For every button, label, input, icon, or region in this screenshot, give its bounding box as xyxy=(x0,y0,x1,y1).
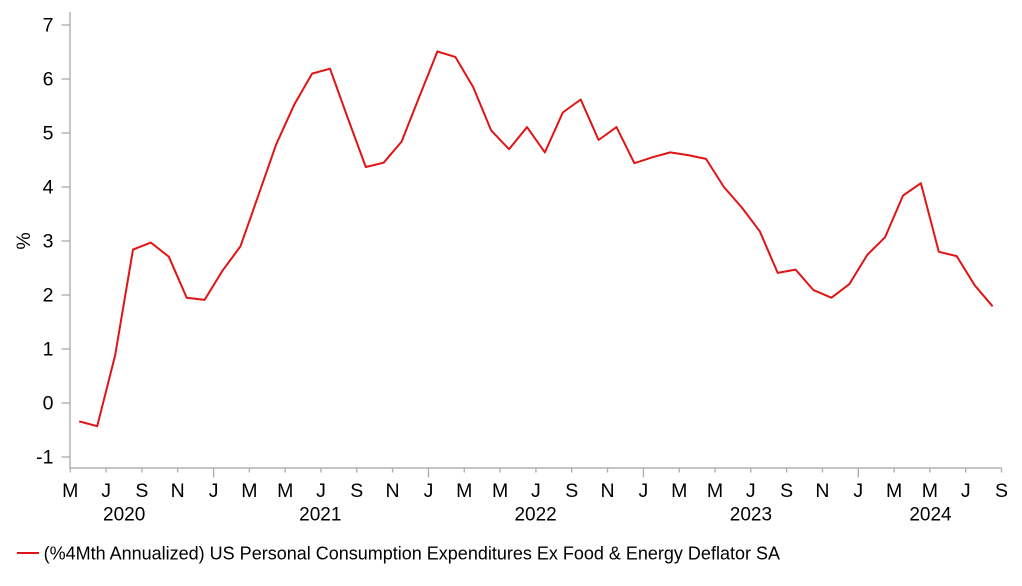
svg-text:M: M xyxy=(671,480,687,502)
svg-text:M: M xyxy=(241,480,257,502)
svg-text:2020: 2020 xyxy=(103,505,145,526)
svg-text:S: S xyxy=(565,480,578,502)
svg-text:N: N xyxy=(171,480,185,502)
svg-text:M: M xyxy=(707,480,723,502)
svg-text:N: N xyxy=(386,480,400,502)
svg-text:0: 0 xyxy=(43,393,54,415)
svg-text:M: M xyxy=(277,480,293,502)
svg-text:7: 7 xyxy=(43,15,54,37)
svg-text:M: M xyxy=(492,480,508,502)
svg-text:J: J xyxy=(424,480,434,502)
svg-text:-1: -1 xyxy=(36,447,53,469)
svg-text:6: 6 xyxy=(43,69,54,91)
svg-text:2: 2 xyxy=(43,285,54,307)
svg-text:J: J xyxy=(209,480,219,502)
svg-text:M: M xyxy=(922,480,938,502)
svg-text:2023: 2023 xyxy=(730,505,772,526)
svg-text:M: M xyxy=(456,480,472,502)
svg-text:J: J xyxy=(961,480,971,502)
svg-text:2021: 2021 xyxy=(299,505,341,526)
svg-text:S: S xyxy=(350,480,363,502)
svg-text:S: S xyxy=(135,480,148,502)
svg-text:J: J xyxy=(639,480,649,502)
svg-text:N: N xyxy=(600,480,614,502)
svg-text:J: J xyxy=(853,480,863,502)
svg-text:2022: 2022 xyxy=(514,505,556,526)
svg-text:J: J xyxy=(531,480,541,502)
svg-text:J: J xyxy=(316,480,326,502)
svg-text:%: % xyxy=(13,232,35,249)
svg-text:S: S xyxy=(995,480,1008,502)
svg-text:J: J xyxy=(746,480,756,502)
svg-text:1: 1 xyxy=(43,339,54,361)
svg-text:J: J xyxy=(101,480,111,502)
svg-text:5: 5 xyxy=(43,123,54,145)
svg-text:2024: 2024 xyxy=(909,505,952,526)
svg-text:M: M xyxy=(886,480,902,502)
svg-text:M: M xyxy=(62,480,78,502)
svg-text:4: 4 xyxy=(43,177,54,199)
svg-text:S: S xyxy=(780,480,793,502)
svg-text:3: 3 xyxy=(43,231,54,253)
svg-text:N: N xyxy=(815,480,829,502)
svg-text:(%4Mth Annualized) US Personal: (%4Mth Annualized) US Personal Consumpti… xyxy=(44,544,780,564)
